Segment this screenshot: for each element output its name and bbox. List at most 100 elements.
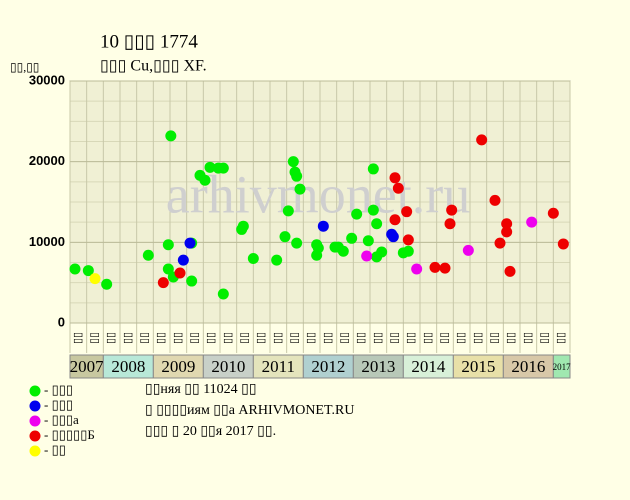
point [402, 234, 414, 246]
point [311, 249, 323, 261]
point [294, 183, 306, 195]
x-tick-label: ▯▯ [239, 332, 251, 344]
point [462, 244, 474, 256]
x-tick-label: ▯▯ [539, 332, 551, 344]
year-label: 2016 [511, 357, 545, 376]
chart-subtitle: ▯▯▯ Cu,▯▯▯ XF. [100, 58, 207, 75]
point [291, 170, 303, 182]
x-tick-label: ▯▯ [122, 332, 134, 344]
x-tick-label: ▯▯ [305, 332, 317, 344]
point [89, 273, 101, 285]
year-label: 2014 [411, 357, 446, 376]
legend-label: - ▯▯▯ [44, 382, 73, 397]
point [362, 235, 374, 247]
x-tick-label: ▯▯ [439, 332, 451, 344]
point [162, 263, 174, 275]
point [346, 232, 358, 244]
x-tick-label: ▯▯ [322, 332, 334, 344]
legend-label: - ▯▯▯a [44, 412, 79, 427]
x-tick-label: ▯▯ [189, 332, 201, 344]
year-label: 2013 [361, 357, 395, 376]
point [501, 218, 513, 230]
note: ▯ ▯▯▯▯иям ▯▯а ARHIVMONET.RU [145, 403, 354, 418]
point [439, 262, 451, 274]
chart-title: 10 ▯▯▯ 1774 [100, 31, 198, 52]
x-tick-label: ▯▯ [139, 332, 151, 344]
year-band [552, 354, 571, 379]
point [367, 204, 379, 216]
point [287, 156, 299, 168]
point [291, 237, 303, 249]
x-tick-label: ▯▯ [405, 332, 417, 344]
x-tick-label: ▯▯ [505, 332, 517, 344]
point [402, 245, 414, 257]
point [351, 208, 363, 220]
year-label: 2010 [211, 357, 245, 376]
point [217, 288, 229, 300]
x-tick-label: ▯▯ [89, 332, 101, 344]
x-tick-label: ▯▯ [422, 332, 434, 344]
point [174, 267, 186, 279]
y-tick-label: 30000 [29, 72, 65, 87]
x-tick-label: ▯▯ [255, 332, 267, 344]
point [237, 220, 249, 232]
point [101, 278, 113, 290]
y-tick-label: 10000 [29, 234, 65, 249]
point [217, 162, 229, 174]
note: ▯▯няя ▯▯ 11024 ▯▯ [145, 382, 257, 397]
point [69, 263, 81, 275]
y-axis-label: ▯▯,▯▯ [10, 60, 39, 74]
year-label: 2012 [311, 357, 345, 376]
year-label: 2017 [553, 362, 572, 372]
legend-marker [29, 430, 41, 442]
point [282, 205, 294, 217]
x-tick-label: ▯▯ [355, 332, 367, 344]
x-tick-label: ▯▯ [339, 332, 351, 344]
x-tick-label: ▯▯ [372, 332, 384, 344]
point [279, 231, 291, 243]
x-tick-label: ▯▯ [222, 332, 234, 344]
x-tick-label: ▯▯ [72, 332, 84, 344]
note: ▯▯▯ ▯ 20 ▯▯я 2017 ▯▯. [145, 424, 276, 439]
x-tick-label: ▯▯ [155, 332, 167, 344]
x-tick-label: ▯▯ [455, 332, 467, 344]
point [489, 194, 501, 206]
x-tick-label: ▯▯ [489, 332, 501, 344]
point [392, 182, 404, 194]
point [444, 218, 456, 230]
point [389, 172, 401, 184]
year-label: 2011 [262, 357, 295, 376]
point [361, 250, 373, 262]
x-tick-label: ▯▯ [555, 332, 567, 344]
point [247, 252, 259, 264]
point [142, 249, 154, 261]
x-tick-label: ▯▯ [522, 332, 534, 344]
year-label: 2015 [461, 357, 495, 376]
point [177, 254, 189, 266]
point [204, 161, 216, 173]
point [367, 163, 379, 175]
point [157, 277, 169, 289]
point [446, 204, 458, 216]
point [526, 216, 538, 228]
point [501, 226, 513, 238]
x-tick-label: ▯▯ [389, 332, 401, 344]
point [411, 263, 423, 275]
legend-marker [29, 445, 41, 457]
point [494, 237, 506, 249]
point [376, 246, 388, 258]
x-tick-label: ▯▯ [105, 332, 117, 344]
point [557, 238, 569, 250]
point [184, 237, 196, 249]
point [162, 239, 174, 251]
point [371, 218, 383, 230]
point [476, 134, 488, 146]
year-label: 2007 [70, 357, 105, 376]
point [271, 254, 283, 266]
x-tick-label: ▯▯ [272, 332, 284, 344]
point [401, 206, 413, 218]
point [317, 220, 329, 232]
legend-marker [29, 400, 41, 412]
legend-label: - ▯▯▯▯▯Б [44, 427, 95, 442]
